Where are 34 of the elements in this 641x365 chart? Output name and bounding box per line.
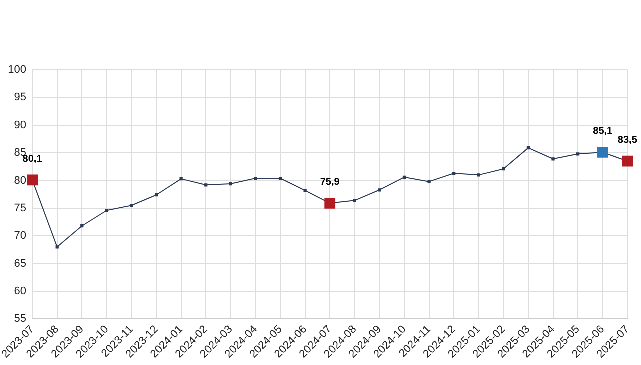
point: [130, 204, 134, 208]
y-tick-label: 65: [14, 258, 27, 270]
point: [526, 146, 530, 150]
point: [254, 176, 258, 180]
point: [477, 174, 480, 177]
point: [552, 158, 555, 161]
point: [353, 199, 356, 202]
point: [576, 152, 580, 156]
y-tick-label: 90: [14, 119, 27, 132]
data-label: 83,5: [618, 135, 638, 146]
y-tick-label: 75: [14, 202, 27, 214]
data-label: 80,1: [22, 154, 43, 165]
data-label: 75,9: [320, 177, 340, 188]
point: [180, 178, 183, 181]
point: [378, 188, 382, 192]
point: [204, 184, 208, 187]
y-tick-label: 60: [14, 285, 27, 298]
y-tick-label: 80: [14, 174, 27, 187]
point: [402, 176, 406, 179]
y-tick-label: 100: [8, 64, 27, 76]
y-tick-label: 55: [14, 313, 27, 326]
point: [278, 176, 282, 180]
point: [502, 168, 506, 171]
y-tick-label: 70: [14, 230, 27, 242]
point: [229, 182, 232, 186]
point: [56, 246, 59, 249]
point: [452, 172, 456, 176]
point: [304, 189, 307, 192]
y-tick-label: 95: [14, 92, 27, 104]
data-label: 85,1: [593, 126, 614, 138]
point: [154, 194, 158, 197]
point: [80, 224, 84, 228]
point: [105, 209, 108, 212]
point: [428, 180, 431, 184]
